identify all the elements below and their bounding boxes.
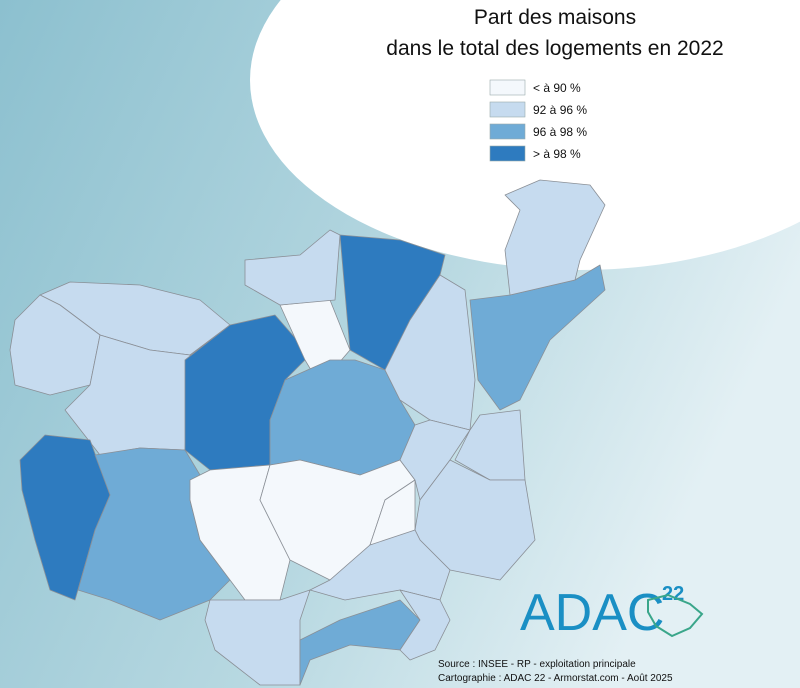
source-line: Source : INSEE - RP - exploitation princ… [438, 659, 636, 670]
legend: < à 90 % 92 à 96 % 96 à 98 % > à 98 % [489, 79, 587, 162]
legend-swatch [489, 79, 526, 96]
logo: ADAC 22 [520, 583, 704, 642]
commune [399, 589, 451, 661]
title-line: Part des maisons [474, 6, 636, 29]
legend-swatch [489, 123, 526, 140]
commune [504, 179, 606, 296]
legend-label: 96 à 98 % [533, 125, 587, 139]
commune [244, 229, 341, 306]
legend-swatch [489, 101, 526, 118]
logo-text: ADAC [520, 584, 664, 642]
communes [9, 179, 606, 686]
logo-number: 22 [662, 583, 684, 605]
legend-label: > à 98 % [533, 147, 581, 161]
commune [399, 419, 471, 501]
logo-shape [647, 593, 704, 638]
legend-label: 92 à 96 % [533, 103, 587, 117]
source-line: Cartographie : ADAC 22 - Armorstat.com -… [438, 673, 673, 684]
legend-swatch [489, 145, 526, 162]
title-line: dans le total des logements en 2022 [386, 37, 723, 60]
legend-label: < à 90 % [533, 81, 581, 95]
